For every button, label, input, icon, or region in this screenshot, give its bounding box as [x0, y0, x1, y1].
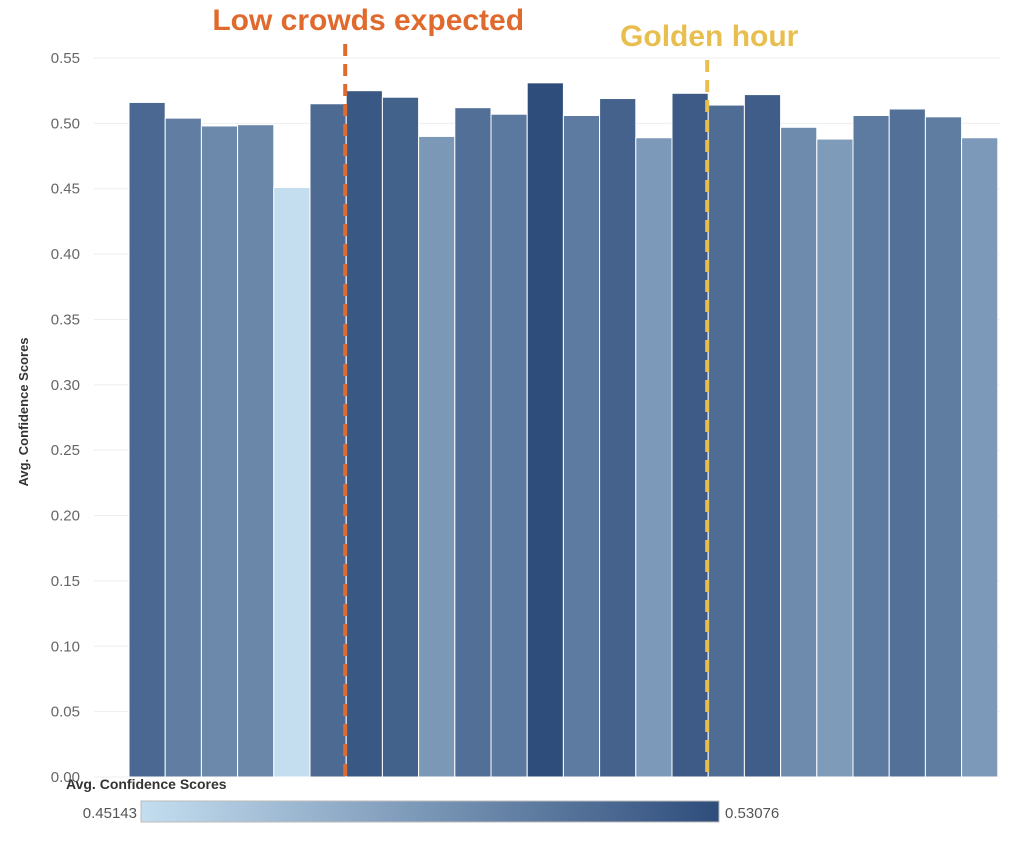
y-tick-label: 0.40	[51, 246, 80, 263]
bar	[599, 98, 637, 778]
y-tick-label: 0.05	[51, 704, 80, 721]
annotation-label: Low crowds expected	[212, 4, 524, 37]
y-tick-label: 0.55	[51, 50, 80, 67]
bar	[816, 138, 854, 778]
annotations: Low crowds expected Golden hour	[212, 4, 799, 777]
bar	[490, 113, 528, 778]
bar	[200, 125, 239, 778]
bar	[707, 104, 745, 778]
bar	[381, 96, 420, 778]
bar	[309, 103, 347, 778]
legend-min-label: 0.45143	[83, 805, 137, 822]
y-axis-ticks: 0.00 0.05 0.10 0.15 0.20 0.25 0.30 0.35 0.40 0.45…	[51, 50, 80, 786]
y-axis-title: Avg. Confidence Scores	[16, 337, 31, 486]
color-legend: Avg. Confidence Scores 0.45143 0.53076	[66, 776, 779, 823]
bar	[418, 135, 456, 778]
y-tick-label: 0.45	[51, 181, 80, 198]
legend-title: Avg. Confidence Scores	[66, 776, 227, 792]
y-tick-label: 0.10	[51, 638, 80, 655]
bar	[924, 116, 963, 778]
bar	[671, 92, 709, 778]
bar	[128, 101, 166, 778]
bar	[888, 108, 926, 778]
y-tick-label: 0.15	[51, 573, 80, 590]
bar	[780, 126, 818, 778]
bar	[743, 94, 782, 778]
bar	[237, 124, 275, 778]
y-tick-label: 0.50	[51, 115, 80, 132]
y-tick-label: 0.30	[51, 377, 80, 394]
annotation-label: Golden hour	[620, 20, 799, 53]
bar	[852, 115, 890, 778]
y-tick-label: 0.00	[51, 769, 80, 786]
bar	[562, 115, 601, 778]
legend-gradient-bar	[140, 800, 720, 823]
bar	[273, 186, 311, 778]
y-tick-label: 0.35	[51, 311, 80, 328]
bar	[164, 117, 202, 778]
y-tick-label: 0.25	[51, 442, 80, 459]
bars	[128, 82, 999, 778]
bar	[454, 107, 492, 778]
bar	[526, 82, 564, 778]
bar	[635, 137, 673, 778]
legend-max-label: 0.53076	[725, 805, 779, 822]
y-tick-label: 0.20	[51, 508, 80, 525]
bar	[961, 137, 999, 778]
bar	[345, 90, 383, 778]
